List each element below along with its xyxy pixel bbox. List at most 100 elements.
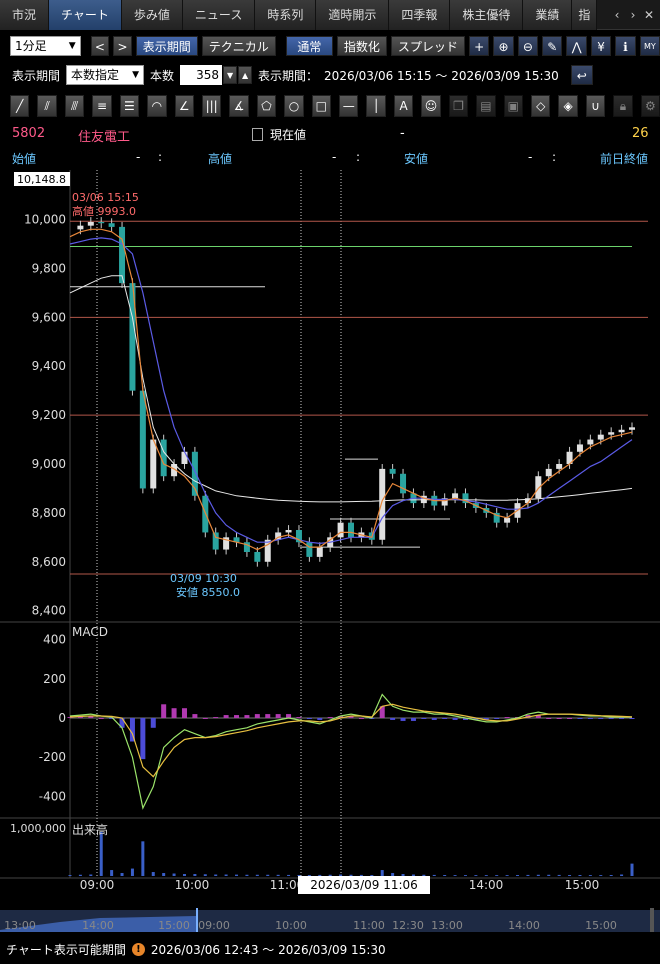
volume-bar bbox=[193, 874, 197, 876]
volume-bar bbox=[318, 874, 322, 876]
info-icon[interactable]: ℹ bbox=[615, 36, 636, 56]
candle-body bbox=[243, 542, 250, 552]
navigator-time-label: 09:00 bbox=[198, 919, 230, 932]
count-up-icon[interactable]: ▲ bbox=[238, 66, 253, 84]
paste-icon[interactable]: ▤ bbox=[476, 95, 496, 117]
top-price-box bbox=[14, 172, 70, 186]
circle-icon[interactable]: ○ bbox=[284, 95, 304, 117]
select-icon[interactable]: ▣ bbox=[503, 95, 524, 117]
trendline-icon[interactable]: ╱ bbox=[10, 95, 30, 117]
navigator-area bbox=[0, 916, 196, 932]
macd-histogram-bar bbox=[379, 706, 385, 718]
normal-button[interactable]: 通常 bbox=[285, 36, 333, 56]
macd-histogram-bar bbox=[431, 718, 437, 720]
macd-histogram-bar bbox=[109, 718, 115, 719]
period-mode-select[interactable]: 本数指定 ▼ bbox=[66, 65, 145, 85]
pencil-icon[interactable]: ✎ bbox=[542, 36, 563, 56]
next-button[interactable]: > bbox=[113, 36, 132, 56]
rectangle-icon[interactable]: □ bbox=[311, 95, 332, 117]
tab-ticks[interactable]: 歩み値 bbox=[121, 0, 183, 30]
candle-body bbox=[264, 539, 271, 562]
yen-icon[interactable]: ¥ bbox=[590, 36, 612, 56]
volume-bar bbox=[89, 874, 93, 876]
plus-icon[interactable]: + bbox=[468, 36, 490, 56]
macd-histogram-bar bbox=[296, 717, 302, 719]
macd-histogram-bar bbox=[410, 718, 416, 721]
tab-market[interactable]: 市況 bbox=[0, 0, 50, 30]
price-chart[interactable]: 10,000 9,800 9,600 9,400 9,200 9,000 8,800 8,60… bbox=[0, 170, 660, 936]
macd-histogram-bar bbox=[150, 718, 156, 728]
tab-news[interactable]: ニュース bbox=[182, 0, 256, 30]
volume-bar bbox=[453, 875, 457, 876]
zoom-in-icon[interactable]: ⊕ bbox=[493, 36, 514, 56]
tab-benefits[interactable]: 株主優待 bbox=[450, 0, 524, 30]
footer-label: チャート表示可能期間 bbox=[6, 942, 126, 957]
high-time: : bbox=[356, 150, 361, 164]
macd-line bbox=[69, 693, 632, 810]
price-tick-label: 9,600 bbox=[32, 310, 66, 324]
magnet-icon[interactable]: ∪ bbox=[585, 95, 606, 117]
macd-histogram-bar bbox=[77, 716, 83, 718]
tab-close-icon[interactable]: ✕ bbox=[643, 7, 655, 22]
tab-bar: 市況 チャート 歩み値 ニュース 時系列 適時開示 四季報 株主優待 業績 指 … bbox=[0, 0, 660, 30]
macd-histogram-bar bbox=[265, 714, 271, 718]
navigator-time-label: 13:00 bbox=[4, 919, 36, 932]
prev-button[interactable]: < bbox=[90, 36, 110, 56]
tab-quarterly[interactable]: 四季報 bbox=[389, 0, 451, 30]
volume-bar bbox=[599, 875, 603, 876]
tab-timeseries[interactable]: 時系列 bbox=[255, 0, 317, 30]
vline-icon[interactable]: │ bbox=[366, 95, 386, 117]
fan-icon[interactable]: ∠ bbox=[174, 95, 194, 117]
macd-histogram-bar bbox=[119, 718, 125, 728]
angle-icon[interactable]: ∡ bbox=[229, 95, 249, 117]
count-input[interactable]: 358 bbox=[180, 65, 223, 85]
display-period-button[interactable]: 表示期間 bbox=[135, 36, 198, 56]
settings-icon[interactable]: ⚙ bbox=[640, 95, 660, 117]
zoom-out-icon[interactable]: ⊖ bbox=[517, 36, 539, 56]
indexed-button[interactable]: 指数化 bbox=[336, 36, 387, 56]
fibonacci-icon[interactable]: ☰ bbox=[119, 95, 140, 117]
stamp-icon[interactable]: ☺ bbox=[421, 95, 441, 117]
text-icon[interactable]: A bbox=[393, 95, 414, 117]
macd-histogram-bar bbox=[171, 708, 177, 718]
macd-histogram-bar bbox=[504, 717, 510, 719]
tab-prev-icon[interactable]: ‹ bbox=[614, 7, 620, 22]
tab-index[interactable]: 指 bbox=[572, 0, 598, 30]
lock-icon[interactable]: 🔒︎ bbox=[613, 95, 633, 117]
time-axis-label: 10:00 bbox=[175, 878, 210, 892]
tab-next-icon[interactable]: › bbox=[630, 7, 636, 22]
eraser-icon[interactable]: ◇ bbox=[531, 95, 551, 117]
channel-icon[interactable]: ⫽ bbox=[37, 95, 57, 117]
horizontal-lines-icon[interactable]: ≡ bbox=[92, 95, 112, 117]
erase-all-icon[interactable]: ◈ bbox=[558, 95, 578, 117]
parallel-lines-icon[interactable]: ⫻ bbox=[64, 95, 85, 117]
spread-button[interactable]: スプレッド bbox=[390, 36, 465, 56]
interval-select[interactable]: 1分足 ▼ bbox=[10, 36, 81, 56]
count-down-icon[interactable]: ▼ bbox=[223, 66, 238, 84]
vertical-lines-icon[interactable]: ||| bbox=[201, 95, 222, 117]
macd-histogram-bar bbox=[286, 714, 292, 718]
low-value: - bbox=[528, 150, 533, 164]
tab-disclosure[interactable]: 適時開示 bbox=[316, 0, 390, 30]
volume-bar bbox=[547, 874, 551, 876]
price-tick-label: 10,000 bbox=[24, 213, 66, 227]
technical-button[interactable]: テクニカル bbox=[201, 36, 276, 56]
my-settings-icon[interactable]: MY bbox=[639, 36, 660, 56]
macd-histogram-bar bbox=[254, 714, 260, 718]
macd-tick-label: 400 bbox=[43, 633, 66, 647]
copy-icon[interactable]: ❐ bbox=[448, 95, 469, 117]
tab-earnings[interactable]: 業績 bbox=[523, 0, 573, 30]
navigator-time-label: 14:00 bbox=[82, 919, 114, 932]
candle-body bbox=[108, 223, 115, 227]
line-chart-icon[interactable]: ⋀ bbox=[566, 36, 587, 56]
price-tick-label: 9,000 bbox=[32, 457, 66, 471]
arc-icon[interactable]: ◠ bbox=[147, 95, 167, 117]
macd-histogram-bar bbox=[608, 718, 614, 719]
tab-chart[interactable]: チャート bbox=[49, 0, 122, 30]
hline-icon[interactable]: — bbox=[339, 95, 359, 117]
macd-histogram-bar bbox=[442, 718, 448, 719]
refresh-icon[interactable]: ↩ bbox=[570, 65, 593, 85]
volume-tick-label: 1,000,000 bbox=[10, 822, 66, 835]
pentagon-icon[interactable]: ⬠ bbox=[256, 95, 277, 117]
navigator-time-label: 15:00 bbox=[158, 919, 190, 932]
